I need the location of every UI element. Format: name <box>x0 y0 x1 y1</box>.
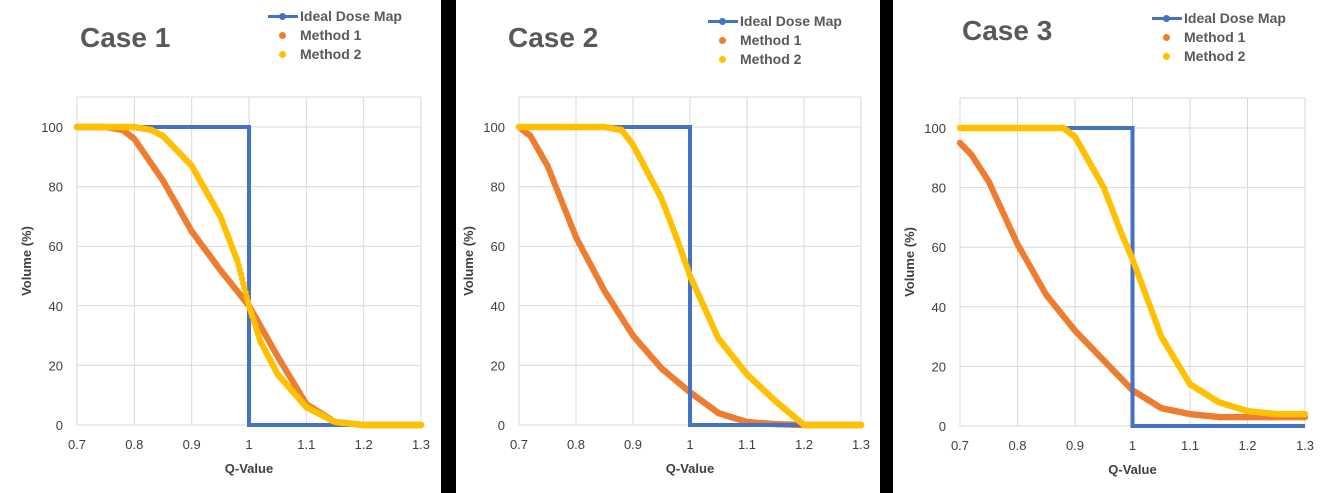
y-tick-label: 40 <box>932 300 946 315</box>
legend-dot-swatch <box>719 37 726 44</box>
legend-dot-swatch <box>279 32 286 39</box>
legend-dot-swatch <box>279 51 286 58</box>
y-tick-label: 20 <box>491 358 505 373</box>
y-tick-label: 0 <box>939 419 946 434</box>
x-tick-label: 1.2 <box>1238 438 1256 453</box>
x-tick-label: 1.3 <box>852 437 870 452</box>
x-axis-title: Q-Value <box>1108 462 1156 477</box>
legend-label: Method 2 <box>300 46 362 62</box>
data-point <box>1301 410 1309 418</box>
x-tick-label: 0.8 <box>567 437 585 452</box>
x-tick-label: 1.2 <box>355 437 373 452</box>
x-tick-label: 0.9 <box>624 437 642 452</box>
y-tick-label: 0 <box>56 418 63 433</box>
y-tick-label: 0 <box>498 418 505 433</box>
x-tick-label: 1.2 <box>795 437 813 452</box>
plot-area: 0 20 40 60 80 100 0.7 0.8 0.9 1 1.1 1.2 1.3 Q-Value Vo… <box>461 96 870 476</box>
y-tick-label: 80 <box>491 180 505 195</box>
chart-panel-case-3: Case 3 Ideal Dose Map Method 1 Method 2 … <box>893 0 1327 493</box>
data-point <box>857 421 865 429</box>
x-tick-label: 0.8 <box>1008 438 1026 453</box>
y-tick-label: 100 <box>41 120 63 135</box>
y-tick-label: 80 <box>49 180 63 195</box>
legend-label: Ideal Dose Map <box>300 8 402 24</box>
y-axis-title: Volume (%) <box>461 226 476 296</box>
y-tick-label: 60 <box>932 240 946 255</box>
legend-line-swatch <box>708 18 738 25</box>
x-tick-label: 1 <box>1129 438 1136 453</box>
legend-label: Method 1 <box>1184 29 1246 45</box>
x-tick-label: 0.9 <box>1066 438 1084 453</box>
x-tick-label: 0.9 <box>183 437 201 452</box>
chart-title: Case 1 <box>80 22 171 53</box>
x-tick-label: 0.7 <box>510 437 528 452</box>
y-tick-label: 20 <box>49 358 63 373</box>
y-tick-label: 80 <box>932 181 946 196</box>
legend-dot-swatch <box>1163 53 1170 60</box>
legend-label: Ideal Dose Map <box>740 13 842 29</box>
legend-line-swatch <box>1152 15 1182 22</box>
x-tick-label: 1.1 <box>738 437 756 452</box>
legend-dot-swatch <box>1163 34 1170 41</box>
series-method-2 <box>956 124 1309 418</box>
y-axis-title: Volume (%) <box>902 227 917 297</box>
series-method-2 <box>73 123 425 429</box>
y-tick-label: 40 <box>491 299 505 314</box>
y-tick-label: 60 <box>491 239 505 254</box>
chart-panel-case-2: Case 2 Ideal Dose Map Method 1 Method 2 … <box>456 0 880 493</box>
series-method-2 <box>515 123 865 429</box>
legend-dot-swatch <box>719 56 726 63</box>
x-tick-label: 1.1 <box>297 437 315 452</box>
data-point <box>417 421 425 429</box>
x-tick-label: 0.8 <box>125 437 143 452</box>
x-tick-label: 1.3 <box>1296 438 1314 453</box>
plot-area: 0 20 40 60 80 100 0.7 0.8 0.9 1 1.1 1.2 1.3 Q-Value Vo… <box>902 97 1314 477</box>
x-tick-label: 0.7 <box>68 437 86 452</box>
y-tick-label: 40 <box>49 299 63 314</box>
legend-line-swatch <box>268 13 298 20</box>
y-tick-label: 20 <box>932 359 946 374</box>
x-tick-label: 1 <box>245 437 252 452</box>
x-axis-title: Q-Value <box>666 461 714 476</box>
legend-label: Method 1 <box>300 27 362 43</box>
y-tick-label: 60 <box>49 239 63 254</box>
x-axis-title: Q-Value <box>225 461 273 476</box>
chart-panel-case-1: Case 1 Ideal Dose Map Method 1 Method 2 … <box>0 0 441 493</box>
chart-title: Case 3 <box>962 15 1053 46</box>
chart-title: Case 2 <box>508 22 599 53</box>
plot-area: 0 20 40 60 80 100 0.7 0.8 0.9 1 1.1 1.2 1.3 Q-Value Vo… <box>19 96 430 476</box>
x-tick-label: 1.3 <box>412 437 430 452</box>
legend-label: Ideal Dose Map <box>1184 10 1286 26</box>
x-tick-label: 1 <box>686 437 693 452</box>
x-tick-label: 1.1 <box>1181 438 1199 453</box>
y-tick-label: 100 <box>483 120 505 135</box>
y-axis-title: Volume (%) <box>19 226 34 296</box>
legend-label: Method 2 <box>740 51 802 67</box>
legend-label: Method 1 <box>740 32 802 48</box>
x-tick-label: 0.7 <box>951 438 969 453</box>
series-ideal-dose-map <box>77 125 421 427</box>
legend-label: Method 2 <box>1184 48 1246 64</box>
y-tick-label: 100 <box>924 121 946 136</box>
series-ideal-dose-map <box>960 126 1305 428</box>
